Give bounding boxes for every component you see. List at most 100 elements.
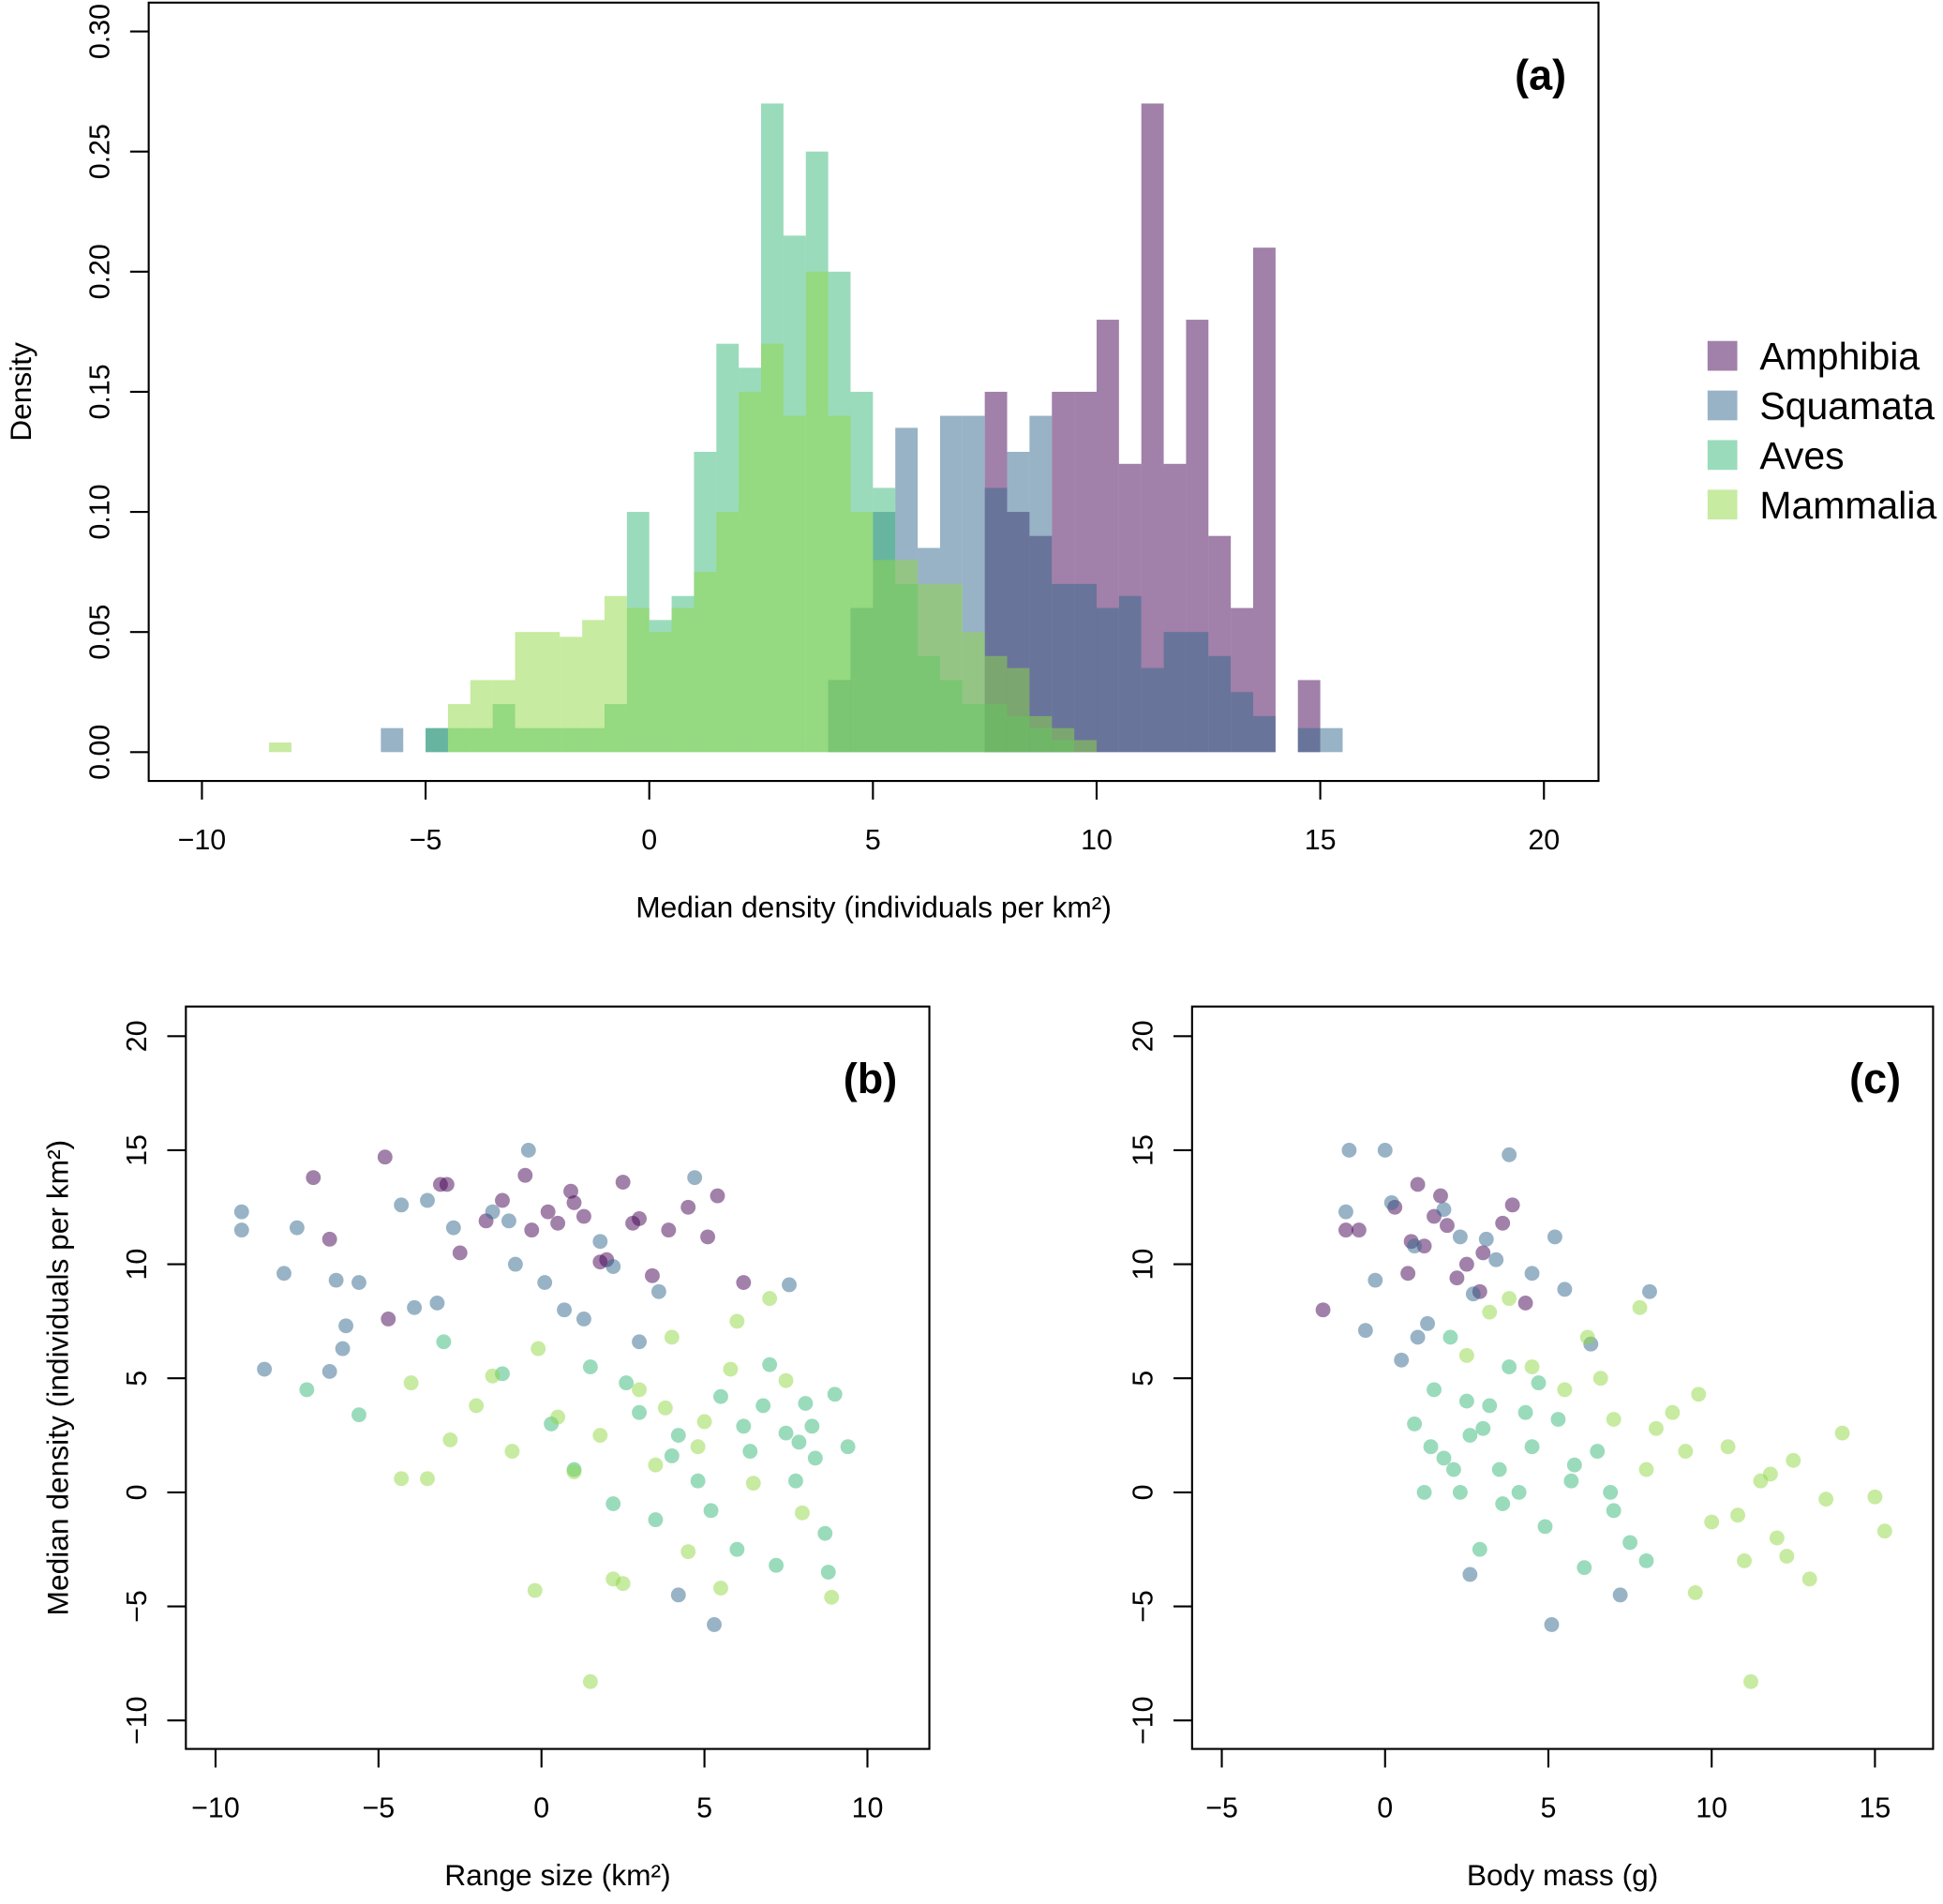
hist-bar xyxy=(1163,632,1187,753)
point xyxy=(1801,1571,1817,1587)
point xyxy=(769,1557,785,1573)
point xyxy=(605,1571,621,1587)
point xyxy=(469,1398,485,1414)
point xyxy=(504,1444,520,1460)
point xyxy=(745,1476,761,1492)
point xyxy=(1462,1567,1478,1582)
point xyxy=(407,1299,423,1315)
legend-label: Mammalia xyxy=(1759,484,1936,527)
hist-bar xyxy=(626,607,650,753)
hist-bar xyxy=(939,583,963,753)
hist-bar xyxy=(1052,583,1075,753)
hist-bar xyxy=(739,391,762,753)
point xyxy=(736,1418,752,1434)
point xyxy=(619,1375,635,1391)
point xyxy=(1769,1530,1785,1546)
x-tick-label: −10 xyxy=(191,1792,240,1823)
x-tick-label: 0 xyxy=(1377,1792,1393,1823)
point xyxy=(1449,1270,1465,1286)
point xyxy=(429,1296,445,1311)
x-tick-label: 0 xyxy=(641,824,657,856)
point xyxy=(707,1617,722,1632)
point xyxy=(1410,1177,1426,1192)
point xyxy=(1458,1393,1474,1409)
point xyxy=(1779,1549,1795,1564)
point xyxy=(1472,1541,1487,1557)
point xyxy=(1704,1514,1720,1530)
point xyxy=(1638,1552,1654,1568)
point xyxy=(817,1525,833,1541)
point xyxy=(1416,1484,1432,1500)
point xyxy=(1517,1296,1533,1311)
x-tick-label: 20 xyxy=(1528,824,1560,856)
point xyxy=(755,1398,771,1414)
point xyxy=(657,1400,673,1416)
point xyxy=(1557,1282,1573,1297)
point xyxy=(1649,1420,1664,1436)
legend-label: Aves xyxy=(1759,434,1844,477)
y-tick-label: 0.00 xyxy=(83,725,115,780)
point xyxy=(1537,1519,1553,1535)
point xyxy=(1458,1256,1474,1272)
point xyxy=(1502,1291,1517,1307)
point xyxy=(648,1512,664,1528)
hist-bar xyxy=(1141,103,1164,753)
point xyxy=(351,1407,366,1423)
point xyxy=(1622,1535,1638,1551)
hist-bar xyxy=(1141,667,1164,753)
hist-bar xyxy=(1208,655,1232,753)
point xyxy=(592,1428,608,1443)
point xyxy=(1502,1359,1517,1375)
point xyxy=(257,1361,273,1377)
point xyxy=(1566,1457,1582,1473)
panel-label: (a) xyxy=(1515,51,1566,98)
point xyxy=(1612,1587,1628,1603)
hist-bar xyxy=(381,727,404,753)
point xyxy=(436,1334,452,1350)
point xyxy=(537,1275,553,1290)
hist-bar xyxy=(1029,415,1053,753)
x-tick-label: −5 xyxy=(410,824,442,856)
hist-bar xyxy=(492,680,516,753)
point xyxy=(1691,1387,1707,1402)
hist-bar xyxy=(984,655,1008,753)
hist-bar xyxy=(1186,632,1209,753)
point xyxy=(723,1361,739,1377)
y-tick-label: 0.10 xyxy=(83,484,115,539)
hist-bar xyxy=(1297,727,1321,753)
point xyxy=(338,1318,353,1334)
point xyxy=(1357,1323,1373,1339)
point xyxy=(762,1291,778,1307)
point xyxy=(1495,1215,1511,1231)
point xyxy=(632,1334,647,1350)
y-tick-label: −5 xyxy=(121,1590,153,1623)
hist-bar xyxy=(1320,727,1343,753)
point xyxy=(840,1439,856,1455)
point xyxy=(550,1215,566,1231)
point xyxy=(820,1565,836,1580)
hist-bar xyxy=(828,415,851,753)
x-tick-label: −5 xyxy=(1205,1792,1238,1823)
point xyxy=(575,1208,591,1224)
point xyxy=(713,1581,728,1596)
point xyxy=(664,1329,680,1345)
point xyxy=(507,1256,523,1272)
hist-bar xyxy=(962,632,985,753)
x-axis-label: Range size (km²) xyxy=(444,1858,670,1892)
point xyxy=(1407,1238,1423,1254)
legend-swatch xyxy=(1707,440,1738,471)
point xyxy=(563,1183,578,1199)
y-axis-label: Median density (individuals per km²) xyxy=(41,1140,75,1616)
y-tick-label: 20 xyxy=(121,1020,153,1052)
hist-bar xyxy=(582,620,605,753)
point xyxy=(1407,1416,1423,1432)
y-tick-label: 0.30 xyxy=(83,4,115,59)
point xyxy=(1678,1444,1694,1460)
panel-label: (c) xyxy=(1849,1055,1901,1102)
point xyxy=(1351,1222,1367,1238)
point xyxy=(794,1505,810,1521)
point xyxy=(648,1457,664,1473)
point xyxy=(827,1387,843,1402)
point xyxy=(680,1199,696,1215)
point xyxy=(798,1396,814,1411)
